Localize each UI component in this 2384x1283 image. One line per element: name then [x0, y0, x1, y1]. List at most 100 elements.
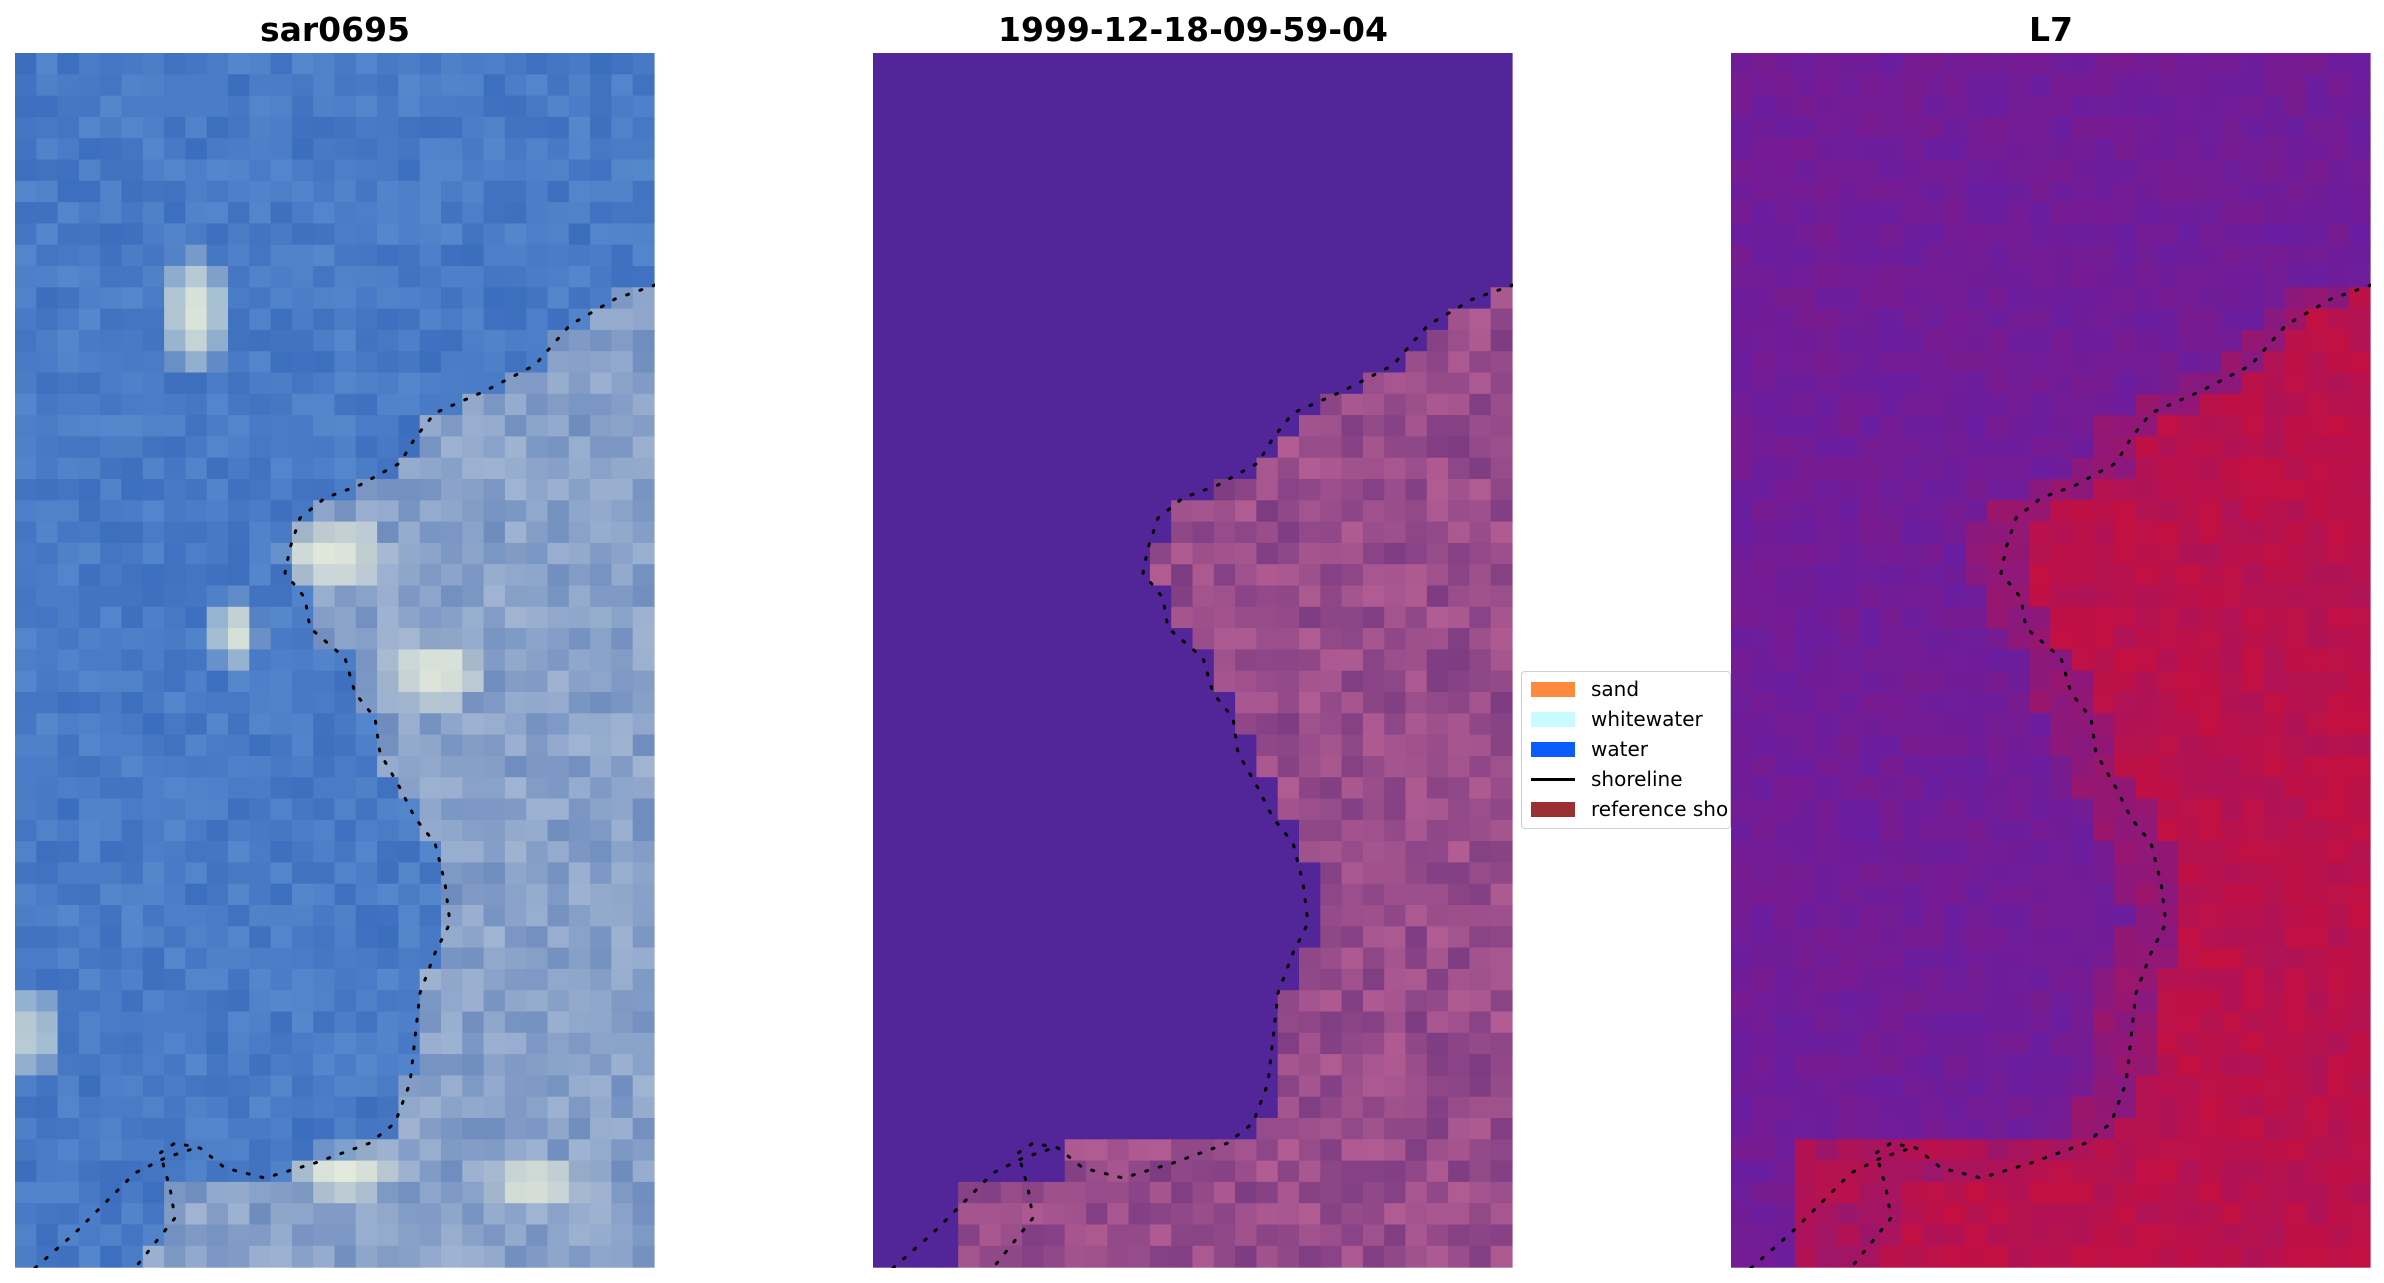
pixel-cell — [355, 606, 378, 629]
pixel-cell — [915, 926, 938, 949]
pixel-cell — [483, 393, 506, 416]
pixel-cell — [2306, 649, 2328, 672]
pixel-cell — [2178, 180, 2201, 203]
pixel-cell — [185, 628, 208, 650]
pixel-cell — [1277, 1118, 1300, 1140]
pixel-cell — [355, 1203, 378, 1226]
pixel-cell — [936, 564, 959, 587]
pixel-cell — [1320, 116, 1343, 139]
pixel-cell — [568, 649, 591, 672]
pixel-cell — [1922, 883, 1945, 906]
pixel-cell — [1043, 1160, 1066, 1183]
pixel-cell — [419, 1096, 442, 1119]
pixel-cell — [1000, 628, 1023, 650]
pixel-cell — [568, 1181, 591, 1204]
pixel-cell — [206, 1054, 229, 1076]
pixel-cell — [291, 393, 314, 416]
pixel-cell — [334, 990, 357, 1013]
pixel-cell — [2220, 53, 2243, 75]
pixel-cell — [568, 1245, 591, 1268]
pixel-cell — [249, 415, 272, 437]
pixel-cell — [1107, 1245, 1130, 1268]
pixel-cell — [1731, 180, 1753, 203]
pixel-cell — [313, 692, 336, 714]
pixel-cell — [185, 116, 208, 139]
pixel-cell — [958, 628, 981, 650]
pixel-cell — [2263, 542, 2286, 565]
pixel-cell — [313, 755, 336, 778]
pixel-cell — [142, 1203, 165, 1226]
pixel-cell — [894, 777, 917, 800]
pixel-cell — [100, 436, 123, 459]
pixel-cell — [2178, 968, 2201, 991]
pixel-cell — [1469, 841, 1492, 863]
pixel-cell — [419, 457, 442, 480]
pixel-cell — [185, 1096, 208, 1119]
pixel-cell — [2029, 500, 2052, 523]
pixel-cell — [2327, 585, 2350, 608]
pixel-cell — [2306, 947, 2328, 970]
pixel-cell — [1128, 202, 1151, 224]
pixel-cell — [2157, 329, 2179, 352]
pixel-cell — [313, 1245, 336, 1268]
pixel-cell — [915, 223, 938, 246]
pixel-cell — [1235, 436, 1257, 459]
pixel-cell — [398, 95, 421, 118]
pixel-cell — [958, 585, 981, 608]
pixel-cell — [462, 1011, 485, 1034]
pixel-cell — [936, 500, 959, 523]
pixel-cell — [483, 734, 506, 757]
pixel-cell — [2050, 116, 2073, 139]
pixel-cell — [483, 777, 506, 800]
pixel-cell — [142, 180, 165, 203]
pixel-cell — [1944, 308, 1966, 331]
pixel-cell — [1299, 713, 1321, 736]
pixel-cell — [2306, 308, 2328, 331]
pixel-cell — [142, 713, 165, 736]
pixel-cell — [185, 95, 208, 118]
pixel-cell — [1299, 606, 1321, 629]
pixel-cell — [526, 905, 549, 927]
pixel-cell — [936, 926, 959, 949]
pixel-cell — [2135, 819, 2158, 842]
pixel-cell — [291, 1139, 314, 1162]
pixel-cell — [441, 457, 463, 480]
pixel-cell — [1149, 116, 1172, 139]
pixel-cell — [185, 329, 208, 352]
pixel-cell — [526, 1139, 549, 1162]
pixel-cell — [1213, 564, 1236, 587]
pixel-cell — [2348, 1096, 2371, 1119]
pixel-cell — [15, 1245, 37, 1268]
pixel-cell — [504, 266, 527, 288]
pixel-cell — [1299, 1245, 1321, 1268]
pixel-cell — [1022, 713, 1044, 736]
pixel-cell — [2220, 841, 2243, 863]
pixel-cell — [36, 479, 59, 501]
pixel-cell — [1469, 436, 1492, 459]
pixel-cell — [1171, 116, 1194, 139]
pixel-cell — [1107, 947, 1130, 970]
pixel-cell — [568, 372, 591, 395]
pixel-cell — [1256, 692, 1279, 714]
pixel-cell — [1128, 755, 1151, 778]
pixel-cell — [1426, 1181, 1449, 1204]
pixel-cell — [1384, 1224, 1407, 1247]
pixel-cell — [2071, 287, 2094, 310]
pixel-cell — [2263, 95, 2286, 118]
pixel-cell — [915, 1224, 938, 1247]
pixel-cell — [1192, 1075, 1215, 1098]
pixel-cell — [1448, 351, 1470, 374]
pixel-cell — [1277, 883, 1300, 906]
pixel-cell — [1858, 223, 1881, 246]
pixel-cell — [915, 329, 938, 352]
pixel-cell — [1043, 500, 1066, 523]
pixel-cell — [1149, 53, 1172, 75]
pixel-cell — [78, 457, 101, 480]
pixel-cell — [1128, 116, 1151, 139]
pixel-cell — [1341, 734, 1364, 757]
pixel-cell — [1965, 116, 1988, 139]
pixel-cell — [1837, 734, 1860, 757]
pixel-cell — [1384, 372, 1407, 395]
pixel-cell — [142, 521, 165, 544]
pixel-cell — [632, 905, 655, 927]
